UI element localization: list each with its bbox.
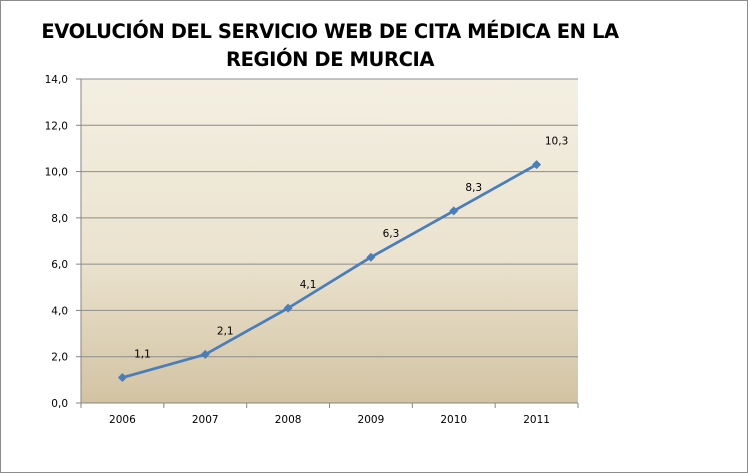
x-tick-label: 2006	[109, 414, 136, 426]
data-value-label: 8,3	[465, 182, 482, 194]
data-value-label: 2,1	[217, 325, 234, 337]
series-line	[122, 163, 538, 379]
chart-title: EVOLUCIÓN DEL SERVICIO WEB DE CITA MÉDIC…	[30, 18, 630, 74]
x-tick-label: 2009	[358, 414, 385, 426]
y-tick-label: 6,0	[51, 259, 68, 271]
y-tick-label: 12,0	[45, 120, 68, 132]
y-tick-label: 4,0	[51, 305, 68, 317]
data-point-marker	[200, 349, 210, 359]
y-tick-label: 14,0	[45, 74, 68, 86]
plot-area	[81, 79, 578, 403]
data-point-marker	[532, 160, 542, 170]
x-tick-label: 2011	[523, 414, 550, 426]
y-tick-label: 2,0	[51, 352, 68, 364]
data-point-marker	[449, 206, 459, 216]
x-tick-label: 2010	[440, 414, 467, 426]
data-point-marker	[117, 373, 127, 383]
data-value-label: 1,1	[134, 349, 151, 361]
y-tick-label: 10,0	[45, 167, 68, 179]
y-tick-label: 0,0	[51, 398, 68, 410]
y-tick-label: 8,0	[51, 213, 68, 225]
data-point-marker	[283, 303, 293, 313]
data-labels: 1,1 2,1 4,1 6,3 8,3 10,3	[134, 136, 568, 361]
data-value-label: 4,1	[300, 279, 317, 291]
chart-title-line-1: EVOLUCIÓN DEL SERVICIO WEB DE CITA MÉDIC…	[41, 20, 619, 43]
x-tick-label: 2008	[275, 414, 302, 426]
data-point-marker	[366, 252, 376, 262]
axes: 0,0 2,0 4,0 6,0 8,0 10,0 12,0 14,0 2006 2007 2008 2…	[45, 74, 579, 426]
gridlines	[81, 78, 578, 358]
series-data	[117, 160, 542, 383]
data-value-label: 10,3	[545, 136, 568, 148]
data-value-label: 6,3	[383, 228, 400, 240]
chart-title-line-2: REGIÓN DE MURCIA	[225, 48, 435, 71]
x-tick-label: 2007	[192, 414, 219, 426]
